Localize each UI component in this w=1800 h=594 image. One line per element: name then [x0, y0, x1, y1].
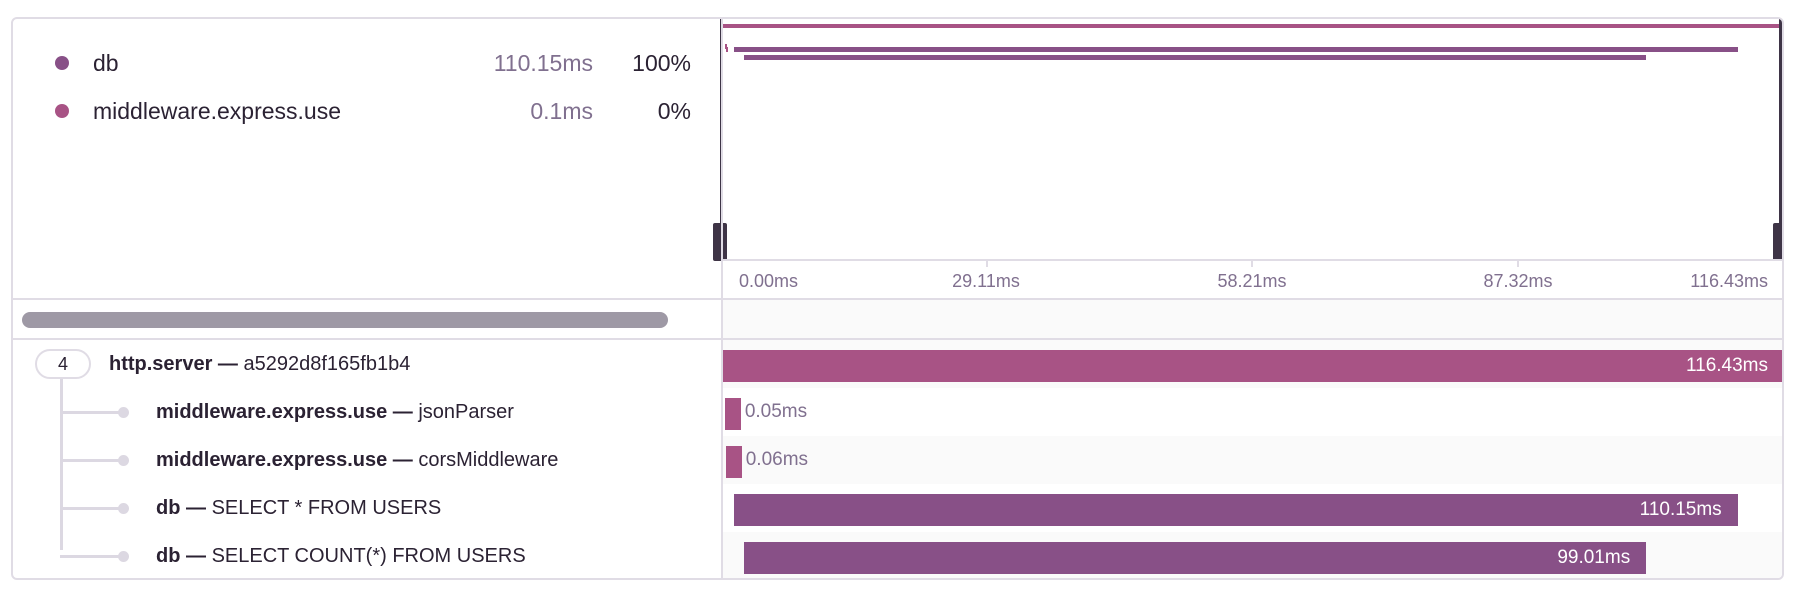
legend-item-middleware: middleware.express.use 0.1ms 0% [13, 91, 693, 131]
axis-tick [1251, 259, 1253, 267]
legend-duration: 110.15ms [493, 50, 593, 76]
span-row[interactable]: 110.15ms db — SELECT * FROM USERS [13, 484, 1782, 532]
legend-percent: 0% [657, 98, 691, 124]
span-timeline: 0.06ms [723, 436, 1782, 484]
span-timeline: 116.43ms [723, 340, 1782, 388]
span-description: jsonParser [418, 401, 514, 423]
minimap-left-handle[interactable] [713, 223, 727, 261]
span-timeline: 110.15ms [723, 484, 1782, 532]
db-color-dot [55, 56, 69, 70]
tree-branch [60, 555, 122, 558]
scroll-track-right [723, 300, 1782, 338]
tree-branch [60, 459, 122, 462]
span-row[interactable]: 0.05ms middleware.express.use — jsonParse… [13, 388, 1782, 436]
axis-label: 116.43ms [1690, 271, 1768, 291]
separator: — [180, 497, 212, 519]
span-row[interactable]: 99.01ms db — SELECT COUNT(*) FROM USERS [13, 532, 1782, 578]
span-op: middleware.express.use [156, 449, 388, 471]
horizontal-scrollbar[interactable] [22, 312, 668, 328]
legend-percent: 100% [632, 50, 691, 76]
axis-label: 87.32ms [1483, 271, 1553, 291]
legend-item-db: db 110.15ms 100% [13, 43, 693, 83]
separator: — [212, 353, 244, 375]
span-op: db [156, 497, 181, 519]
span-description: SELECT COUNT(*) FROM USERS [211, 545, 526, 567]
child-count-toggle[interactable]: 4 [35, 349, 91, 379]
middleware-color-dot [55, 104, 69, 118]
span-title: middleware.express.use — corsMiddleware [156, 436, 558, 484]
legend-name: db [93, 50, 119, 76]
span-bar[interactable] [724, 398, 741, 430]
span-rows: 116.43ms 4 http.server — a5292d8f165fb1b4 0… [13, 340, 1782, 578]
trace-view: db 110.15ms 100% middleware.express.use … [11, 17, 1784, 580]
separator: — [387, 401, 419, 423]
span-row[interactable]: 0.06ms middleware.express.use — corsMiddl… [13, 436, 1782, 484]
span-title: db — SELECT * FROM USERS [156, 484, 441, 532]
separator: — [387, 449, 419, 471]
span-duration: 0.06ms [745, 449, 809, 470]
span-duration: 0.05ms [744, 401, 808, 422]
tree-node-dot [118, 551, 129, 562]
axis-label: 29.11ms [952, 271, 1020, 291]
span-title: db — SELECT COUNT(*) FROM USERS [156, 532, 526, 578]
minimap-span-line [724, 44, 727, 49]
minimap[interactable] [723, 19, 1782, 259]
divider [13, 298, 1782, 300]
minimap-span-line [733, 47, 1738, 52]
tree-node-dot [118, 503, 129, 514]
span-title: http.server — a5292d8f165fb1b4 [109, 340, 410, 388]
minimap-span-line [725, 47, 728, 52]
span-timeline: 0.05ms [723, 388, 1782, 436]
span-bar[interactable]: 116.43ms [723, 350, 1782, 382]
column-divider[interactable] [721, 19, 723, 578]
span-op: middleware.express.use [156, 401, 388, 423]
span-bar[interactable]: 110.15ms [733, 494, 1738, 526]
legend-duration: 0.1ms [530, 98, 593, 124]
minimap-right-line [1779, 19, 1782, 259]
divider [13, 338, 1782, 340]
span-row[interactable]: 116.43ms 4 http.server — a5292d8f165fb1b4 [13, 340, 1782, 388]
span-bar[interactable]: 99.01ms [743, 542, 1647, 574]
tree-node-dot [118, 407, 129, 418]
legend-name: middleware.express.use [93, 98, 342, 124]
span-description: SELECT * FROM USERS [211, 497, 442, 519]
axis-tick [986, 259, 988, 267]
span-bar[interactable] [725, 446, 742, 478]
span-op: db [156, 545, 181, 567]
tree-node-dot [118, 455, 129, 466]
axis-label: 0.00ms [739, 271, 799, 291]
span-description: corsMiddleware [418, 449, 559, 471]
minimap-right-handle[interactable] [1773, 223, 1782, 261]
minimap-span-line [743, 55, 1647, 60]
span-description: a5292d8f165fb1b4 [243, 353, 411, 375]
span-op: http.server [109, 353, 213, 375]
axis-tick [1517, 259, 1519, 267]
tree-branch [60, 507, 122, 510]
minimap-span-line [723, 24, 1782, 28]
axis-label: 58.21ms [1217, 271, 1287, 291]
span-timeline: 99.01ms [723, 532, 1782, 578]
separator: — [180, 545, 212, 567]
tree-connector [60, 378, 63, 550]
span-title: middleware.express.use — jsonParser [156, 388, 514, 436]
tree-branch [60, 411, 122, 414]
